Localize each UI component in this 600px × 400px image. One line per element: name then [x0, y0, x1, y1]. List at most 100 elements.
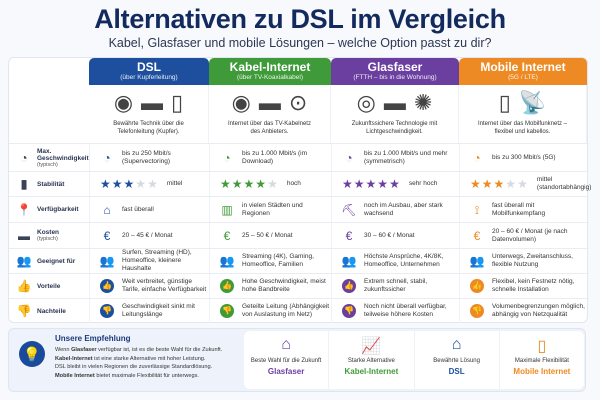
star-icon: ★ — [123, 177, 136, 191]
line-text: DSL bleibt in vielen Regionen die zuverl… — [55, 364, 213, 371]
cell-text: mittel — [166, 180, 183, 187]
star-icon: ★ — [505, 177, 518, 191]
card-label: Bewährte Lösung — [433, 358, 480, 364]
star-icon: ★ — [135, 177, 148, 191]
recommendation-text: Wenn Glasfaser verfügbar ist, ist es die… — [55, 346, 245, 380]
row-label-name: Kosten — [37, 229, 60, 236]
table-row: 👍 Vorteile 👍 Weit verbreitet, günstige Tari… — [9, 273, 589, 298]
column-description: Internet über das Mobilfunknetz – flexib… — [477, 121, 568, 135]
row-label: 👍 Vorteile — [9, 274, 89, 298]
row-label: 📍 Verfügbarkeit — [9, 197, 89, 222]
column-illustration: ◉ ▬ ▯ Bewährte Technik über die Telefonleit… — [89, 85, 209, 143]
thumbs-up-icon: 👍 — [220, 279, 234, 293]
recommendation-line: Mobile Internet bietet maximale Flexibil… — [55, 372, 245, 381]
coax-socket-icon: ◉ — [231, 90, 251, 115]
coins-euro-icon: € — [223, 228, 231, 243]
star-icon: ★ — [255, 177, 268, 191]
router-icon: ▬ — [141, 90, 164, 115]
fiber-modem-icon: ▬ — [383, 90, 406, 115]
cell-text: 20 – 45 € / Monat — [122, 231, 173, 239]
row-label-name: Vorteile — [37, 282, 61, 290]
table-cell: ⛏ noch im Ausbau, aber stark wachsend — [331, 197, 459, 222]
star-icon: ★ — [231, 177, 244, 191]
column-illustration: ◉ ▬ ⊙ Internet über das TV-Kabelnetz des An… — [209, 85, 331, 143]
cell-text: bis zu 1.000 Mbit/s und mehr (symmetrisc… — [364, 149, 448, 165]
card-label: Beste Wahl für die Zukunft — [250, 358, 322, 364]
cell-text: Streaming (4K), Gaming, Homeoffice, Fami… — [242, 253, 314, 268]
coins-euro-icon: € — [103, 228, 111, 243]
table-row: ▮ Stabilität ★★★★★ mittel ★★★★★ hoch ★★★★★ sehr… — [9, 171, 591, 196]
line-highlight: Kabel-Internet — [55, 355, 93, 362]
cell-text: Noch nicht überall verfügbar, teilweise … — [364, 303, 447, 318]
smartphone-icon: ▯ — [537, 338, 547, 355]
row-label: ▬ Kosten (typisch) — [9, 223, 89, 248]
row-label-name: Geeignet für — [37, 257, 76, 265]
rating-stars: ★★★★★ — [100, 177, 159, 191]
table-cell: ◔ bis zu 1.000 Mbit/s (im Download) — [209, 144, 331, 171]
cell-text: fast überall — [122, 205, 154, 213]
rating-stars: ★★★★★ — [342, 178, 401, 190]
row-label: 👥 Geeignet für — [9, 249, 89, 273]
fiber-strands-icon: ✺ — [413, 90, 433, 115]
row-label-text: Nachteile — [37, 308, 66, 315]
table-cell: 👍 Flexibel, kein Festnetz nötig, schnelle… — [459, 274, 587, 298]
speedometer-icon: ◔ — [223, 150, 231, 165]
column-name: DSL — [137, 60, 161, 74]
column-header-dsl: DSL (über Kupferleitung) — [89, 58, 209, 85]
row-label-sub: (typisch) — [37, 236, 58, 242]
lightbulb-icon: 💡 — [19, 341, 45, 367]
thumbs-down-icon: 👎 — [100, 304, 114, 318]
row-label-sub: (typisch) — [37, 161, 58, 168]
star-icon: ★ — [220, 177, 232, 191]
cell-text: bis zu 300 Mbit/s (5G) — [492, 153, 556, 161]
cell-text: hoch — [286, 180, 301, 187]
cell-text: bis zu 1.000 Mbit/s (im Download) — [242, 149, 308, 165]
thumbs-up-icon: 👍 — [16, 279, 32, 293]
column-header-kabel-internet: Kabel-Internet (über TV-Koaxialkabel) — [209, 58, 331, 85]
line-text: bietet maximale Flexibilität für unterwe… — [94, 372, 199, 379]
row-label-text: Vorteile — [37, 283, 60, 290]
row-label: 👎 Nachteile — [9, 299, 89, 323]
cell-text: Surfen, Streaming (HD), Homeoffice, klei… — [122, 249, 192, 272]
5g-router-icon: ▯ — [498, 90, 511, 115]
table-cell: ⌂ fast überall — [89, 197, 209, 222]
star-icon: ★ — [243, 177, 256, 191]
card-name: Kabel-Internet — [344, 367, 399, 376]
table-cell: ★★★★★ mittel — [89, 172, 209, 196]
speedometer-icon: ◔ — [473, 150, 481, 165]
column-subtitle: (über Kupferleitung) — [120, 74, 178, 81]
users-icon: 👥 — [469, 254, 485, 268]
table-cell: €30 – 60 € / Monat — [331, 223, 459, 248]
cell-text: Weit verbreitet, günstige Tarife, einfac… — [122, 278, 207, 293]
fiber-socket-icon: ◎ — [356, 90, 376, 115]
thumbs-down-icon: 👎 — [342, 304, 356, 318]
column-description: Bewährte Technik über die Telefonleitung… — [113, 121, 184, 135]
rating-stars: ★★★★★ — [470, 177, 529, 191]
table-row: ▬ Kosten (typisch) €20 – 45 € / Monat €25 – … — [9, 222, 589, 248]
illustration: ◉ ▬ ⊙ — [209, 85, 330, 121]
row-label-name: Verfügbarkeit — [37, 206, 79, 213]
cell-text: Geschwindigkeit sinkt mit Leitungslänge — [122, 303, 195, 318]
users-icon: 👥 — [99, 254, 115, 268]
recommendation-line: Wenn Glasfaser verfügbar ist, ist es die… — [55, 346, 245, 355]
excavator-icon: ⛏ — [341, 202, 357, 217]
cell-text: fast überall mit Mobilfunkempfang — [492, 201, 546, 217]
column-header-glasfaser: Glasfaser (FTTH – bis in die Wohnung) — [331, 58, 459, 85]
card-label: Maximale Flexibilität — [514, 358, 569, 364]
line-text: ist eine starke Alternative mit hoher Le… — [92, 355, 206, 362]
antenna-icon: ⟟ — [474, 202, 480, 217]
house-icon: ⌂ — [451, 336, 462, 353]
thumbs-up-icon: 👍 — [100, 279, 114, 293]
recommendation-card: ⌂ Bewährte Lösung DSL — [415, 331, 500, 389]
star-icon: ★ — [100, 177, 112, 191]
cable-modem-icon: ▬ — [258, 90, 281, 115]
line-highlight: Glasfaser — [71, 347, 97, 353]
cell-text: Höchste Ansprüche, 4K/8K, Homeoffice, Un… — [364, 253, 444, 268]
table-cell: 👎 Volumenbegrenzungen möglich, abhängig v… — [459, 299, 587, 323]
growth-chart-icon: 📈 — [361, 338, 382, 355]
star-icon: ★ — [493, 177, 506, 191]
wallet-icon: ▬ — [18, 228, 30, 243]
phone-box-icon: ▯ — [171, 90, 184, 115]
users-icon: 👥 — [16, 254, 32, 268]
table-cell: 👥 Höchste Ansprüche, 4K/8K, Homeoffice, U… — [331, 249, 459, 273]
